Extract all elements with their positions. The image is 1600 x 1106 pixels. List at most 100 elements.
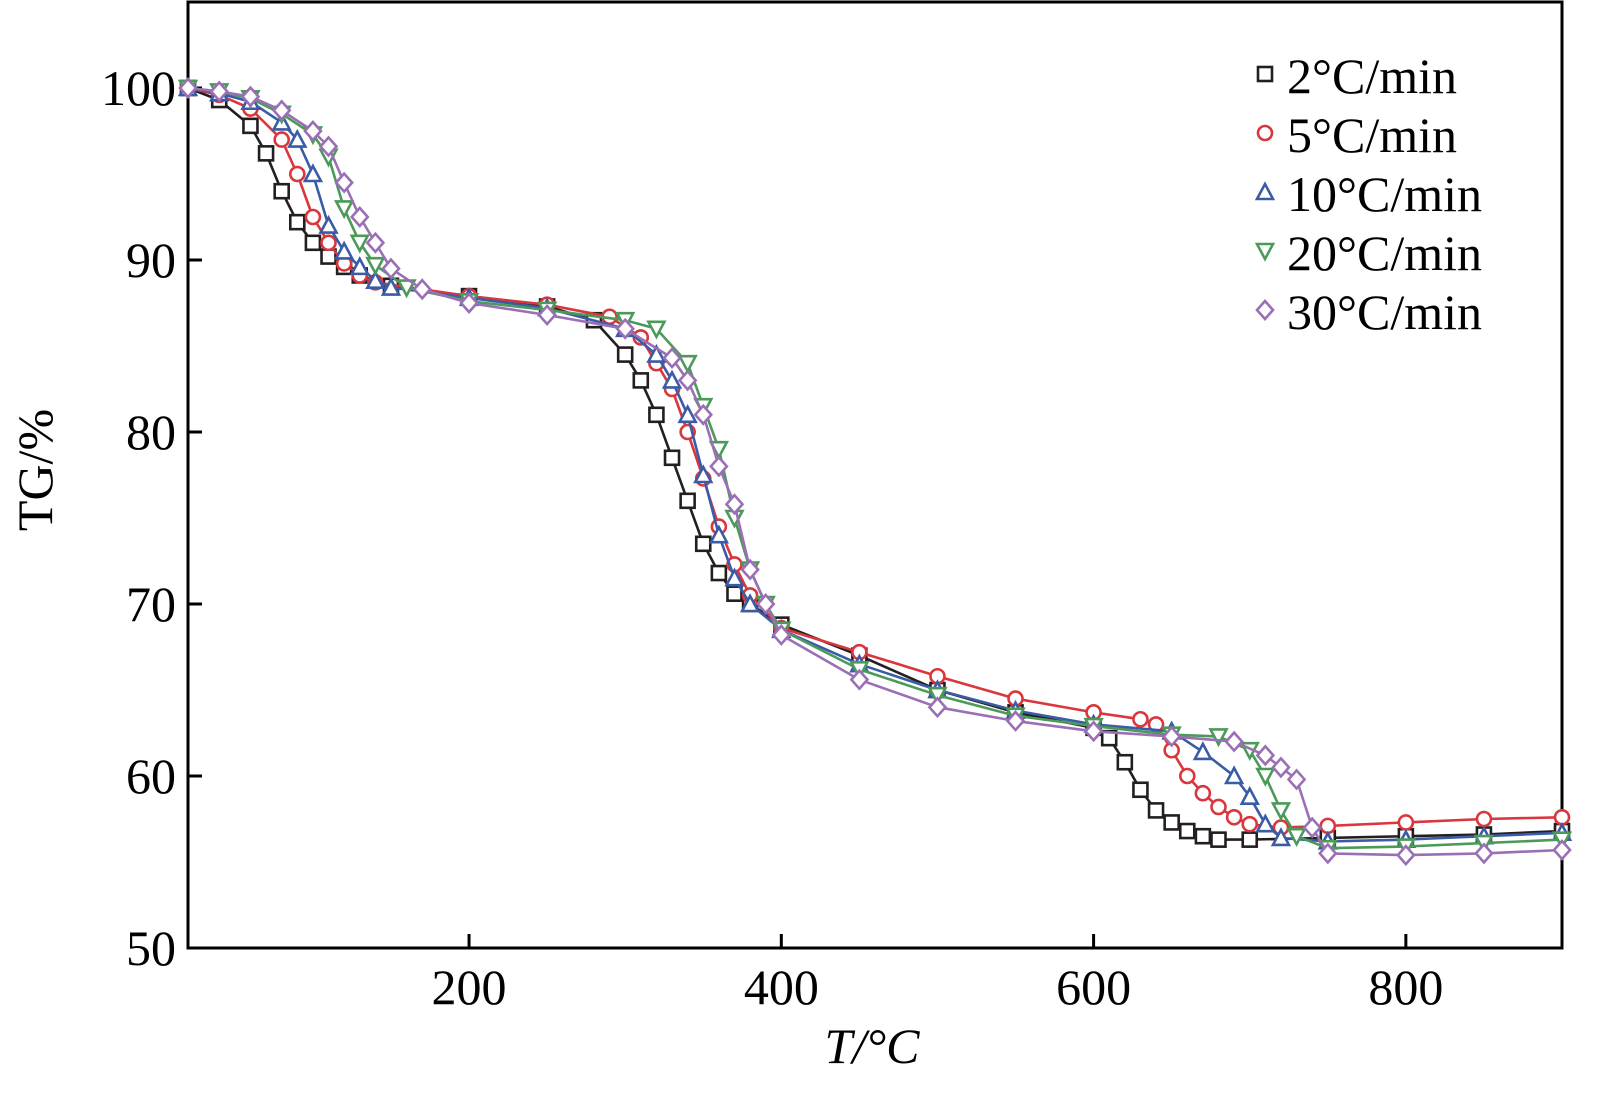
data-point	[1552, 839, 1572, 861]
data-point	[693, 403, 713, 426]
data-point	[412, 278, 432, 301]
data-point	[677, 354, 698, 374]
data-point	[677, 369, 698, 392]
data-point	[1147, 802, 1165, 819]
data-point	[1005, 710, 1026, 732]
legend-label: 20°C/min	[1287, 225, 1482, 281]
data-point	[694, 535, 712, 553]
data-point	[740, 558, 760, 581]
data-point	[304, 208, 322, 226]
data-point	[679, 492, 696, 510]
data-point	[663, 449, 681, 467]
data-point	[1302, 816, 1322, 839]
data-point	[1397, 814, 1415, 831]
data-point	[334, 171, 354, 194]
data-point	[709, 455, 729, 478]
data-point	[1210, 798, 1227, 816]
data-point	[320, 234, 337, 252]
data-point	[273, 131, 290, 148]
data-point	[1132, 710, 1149, 728]
data-point	[1474, 842, 1494, 865]
data-point	[1286, 768, 1307, 791]
series-layer	[177, 77, 1573, 867]
series-5	[178, 77, 1572, 867]
data-point	[303, 120, 323, 142]
data-point	[662, 347, 682, 369]
y-tick-label: 100	[101, 60, 176, 116]
data-point	[1255, 767, 1276, 787]
x-tick-label: 200	[432, 959, 507, 1015]
data-point	[380, 276, 402, 296]
data-point	[287, 128, 308, 148]
data-point	[350, 206, 370, 228]
data-point	[927, 686, 948, 706]
data-point	[178, 77, 198, 99]
data-point	[1210, 831, 1227, 848]
data-point	[1475, 810, 1493, 828]
x-axis-label: T/°C	[824, 1018, 920, 1074]
legend-label: 5°C/min	[1287, 107, 1457, 163]
data-point	[349, 234, 370, 254]
data-point	[271, 99, 292, 122]
data-point	[1194, 827, 1212, 845]
data-point	[1241, 815, 1259, 833]
legend-item: 30°C/min	[1255, 284, 1482, 340]
data-point	[1270, 802, 1292, 822]
data-point	[318, 214, 339, 234]
y-axis: 50 60 70 80 90 100	[101, 60, 202, 976]
x-tick-label: 800	[1368, 959, 1443, 1015]
data-point	[1224, 730, 1244, 753]
data-point	[1178, 822, 1196, 840]
y-tick-label: 90	[126, 232, 176, 288]
data-point	[209, 80, 229, 103]
x-tick-label: 600	[1056, 959, 1131, 1015]
data-point	[632, 372, 650, 389]
data-point	[677, 404, 698, 424]
data-point	[646, 320, 667, 340]
data-point	[693, 464, 714, 484]
data-point	[708, 524, 730, 544]
y-tick-label: 70	[126, 576, 176, 632]
data-point	[240, 85, 261, 108]
y-tick-label: 60	[126, 748, 176, 804]
data-point	[1132, 781, 1149, 799]
data-point	[1396, 844, 1416, 867]
data-point	[615, 317, 635, 340]
legend-item: 5°C/min	[1256, 107, 1457, 163]
data-point	[849, 668, 870, 691]
data-point	[396, 279, 417, 299]
data-point	[1255, 813, 1276, 833]
legend-label: 30°C/min	[1287, 284, 1482, 340]
data-point	[1161, 725, 1182, 748]
data-point	[1223, 765, 1245, 785]
data-point	[320, 248, 337, 265]
data-point	[1147, 716, 1165, 733]
data-point	[1239, 785, 1260, 805]
data-point	[1241, 831, 1259, 848]
data-point	[726, 585, 743, 602]
data-point	[1194, 784, 1212, 802]
y-axis-label: TG/%	[7, 409, 63, 531]
data-point	[459, 292, 479, 314]
data-point	[1192, 741, 1214, 761]
legend-marker	[1256, 65, 1274, 83]
data-point	[646, 343, 667, 363]
data-point	[333, 240, 355, 260]
legend-label: 2°C/min	[1287, 48, 1457, 104]
data-point	[242, 117, 259, 135]
data-point	[1318, 842, 1338, 865]
data-point	[333, 200, 355, 220]
data-point	[1163, 814, 1180, 831]
legend-marker	[1254, 181, 1276, 201]
data-point	[661, 369, 683, 389]
data-point	[318, 135, 339, 158]
plot-frame	[186, 0, 1564, 950]
data-point	[302, 163, 324, 183]
legend-marker	[1256, 124, 1274, 142]
legend-item: 2°C/min	[1256, 48, 1457, 104]
data-point	[1271, 756, 1291, 779]
data-point	[537, 304, 557, 326]
data-point	[1270, 827, 1292, 847]
data-point	[1116, 753, 1134, 771]
